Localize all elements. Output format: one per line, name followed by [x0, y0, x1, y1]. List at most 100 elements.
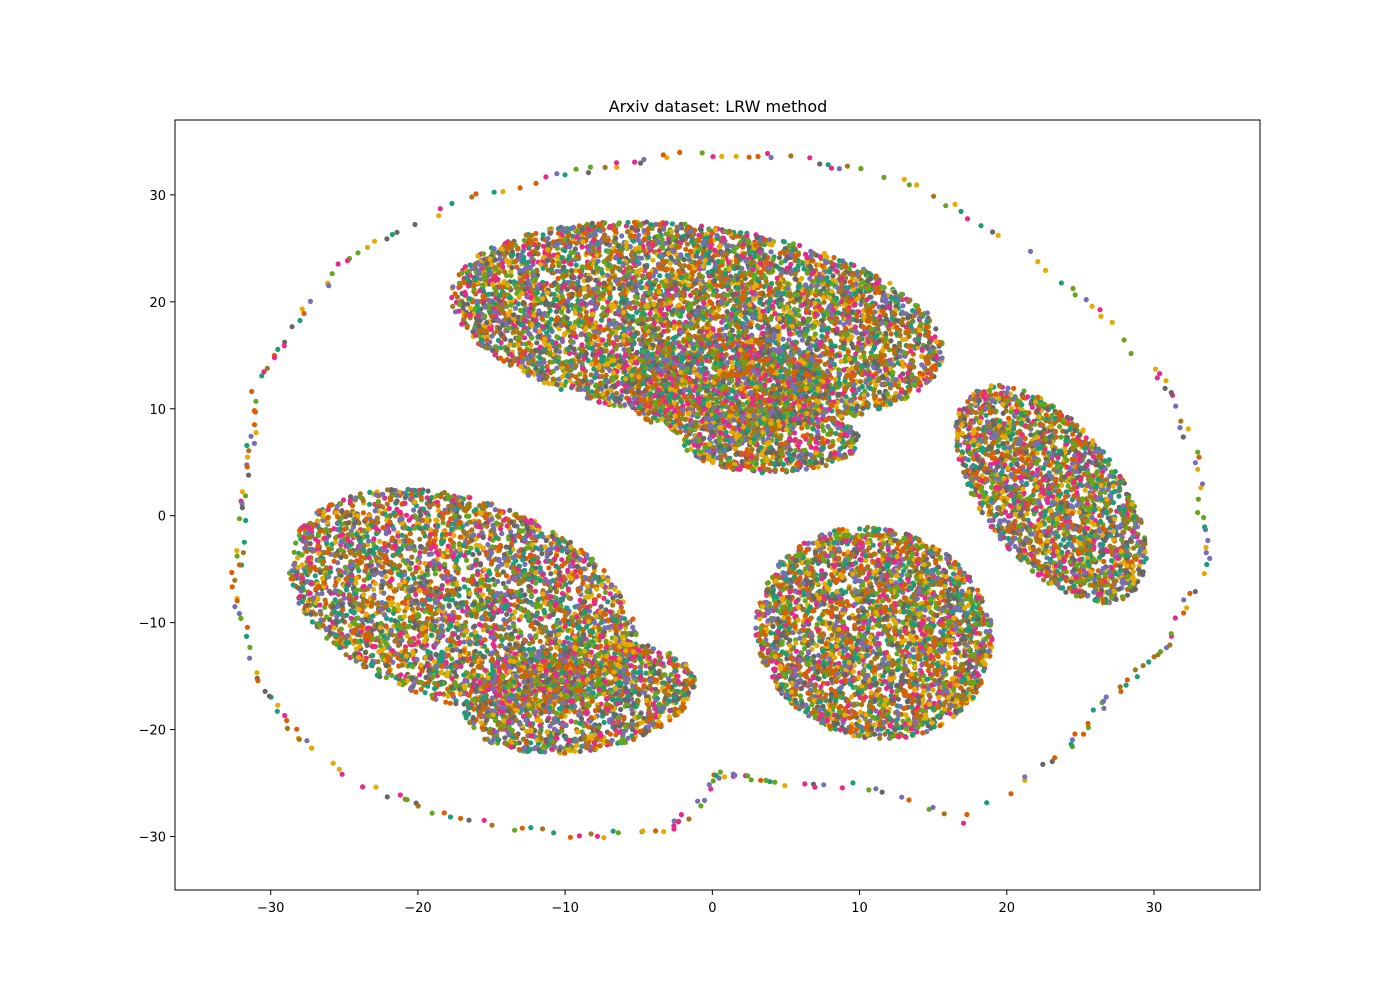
scatter-point [556, 260, 562, 266]
scatter-point [866, 371, 872, 377]
scatter-point [833, 404, 839, 410]
scatter-point [489, 333, 495, 339]
scatter-point [613, 320, 619, 326]
scatter-point [717, 274, 723, 280]
scatter-point [906, 298, 912, 304]
scatter-point [599, 358, 605, 365]
scatter-point [779, 269, 785, 275]
scatter-point [929, 372, 935, 378]
scatter-point [634, 309, 640, 315]
scatter-point [498, 246, 504, 252]
scatter-point [576, 223, 582, 229]
scatter-point [545, 367, 551, 373]
scatter-point [695, 304, 702, 310]
scatter-point [554, 365, 560, 371]
scatter-point [687, 248, 694, 254]
scatter-point [888, 331, 894, 337]
scatter-point [582, 373, 588, 379]
scatter-point [600, 313, 607, 319]
scatter-point [656, 283, 662, 289]
scatter-point [758, 260, 764, 266]
scatter-point [887, 400, 893, 406]
scatter-point [846, 290, 852, 296]
scatter-point [937, 349, 943, 355]
scatter-point [805, 298, 812, 304]
scatter-point [529, 287, 535, 293]
scatter-point [501, 358, 507, 364]
scatter-point [795, 263, 802, 269]
scatter-point [502, 300, 508, 306]
scatter-point [906, 333, 912, 339]
scatter-point [861, 314, 867, 320]
scatter-point [686, 265, 693, 271]
scatter-point [924, 367, 930, 373]
scatter-point [528, 241, 534, 247]
scatter-point [501, 291, 507, 297]
scatter-point [781, 290, 787, 296]
scatter-point [743, 328, 750, 334]
scatter-point [640, 297, 646, 303]
scatter-point [615, 381, 621, 387]
scatter-point [845, 381, 851, 387]
scatter-point [534, 340, 540, 346]
scatter-point [497, 292, 503, 299]
scatter-point [570, 224, 577, 230]
scatter-point [509, 240, 515, 246]
scatter-point [664, 266, 670, 272]
scatter-point [513, 258, 519, 264]
scatter-point [562, 331, 568, 337]
scatter-point [492, 352, 498, 358]
scatter-point [642, 325, 649, 331]
scatter-point [516, 330, 522, 336]
scatter-point [547, 230, 553, 236]
scatter-point [558, 361, 564, 367]
scatter-point [790, 246, 796, 252]
scatter-point [545, 247, 551, 253]
scatter-point [521, 254, 527, 260]
scatter-point [837, 371, 843, 377]
scatter-point [757, 314, 763, 320]
scatter-point [840, 391, 846, 397]
scatter-points [229, 149, 1213, 841]
scatter-point [816, 366, 822, 372]
scatter-point [811, 323, 817, 330]
scatter-point [619, 233, 625, 239]
scatter-point [634, 295, 641, 301]
scatter-point [856, 335, 862, 341]
scatter-point [472, 277, 478, 283]
scatter-point [572, 246, 579, 252]
scatter-point [547, 346, 553, 352]
scatter-point [511, 328, 517, 335]
scatter-point [785, 281, 791, 287]
scatter-point [616, 281, 622, 287]
scatter-point [900, 303, 906, 309]
scatter-point [525, 259, 531, 265]
scatter-point [523, 341, 529, 347]
scatter-point [737, 304, 743, 310]
scatter-point [866, 317, 872, 324]
scatter-point [646, 235, 652, 241]
scatter-point [590, 245, 596, 251]
scatter-point [575, 254, 582, 260]
scatter-point [489, 262, 495, 268]
scatter-point [529, 232, 535, 238]
scatter-point [836, 258, 843, 264]
scatter-point [665, 335, 671, 342]
scatter-point [911, 364, 917, 370]
scatter-point [892, 350, 898, 357]
scatter-point [888, 338, 894, 344]
scatter-point [664, 321, 671, 327]
scatter-point [896, 343, 903, 349]
scatter-point [708, 300, 714, 306]
scatter-point [678, 274, 684, 280]
scatter-point [548, 316, 554, 322]
scatter-point [876, 389, 883, 395]
scatter-point [520, 259, 526, 265]
scatter-point [716, 327, 723, 333]
scatter-point [498, 340, 504, 346]
chart-title: Arxiv dataset: LRW method [609, 97, 828, 116]
scatter-point [600, 337, 606, 343]
scatter-point [565, 233, 571, 239]
scatter-point [767, 285, 773, 291]
scatter-point [590, 238, 596, 244]
